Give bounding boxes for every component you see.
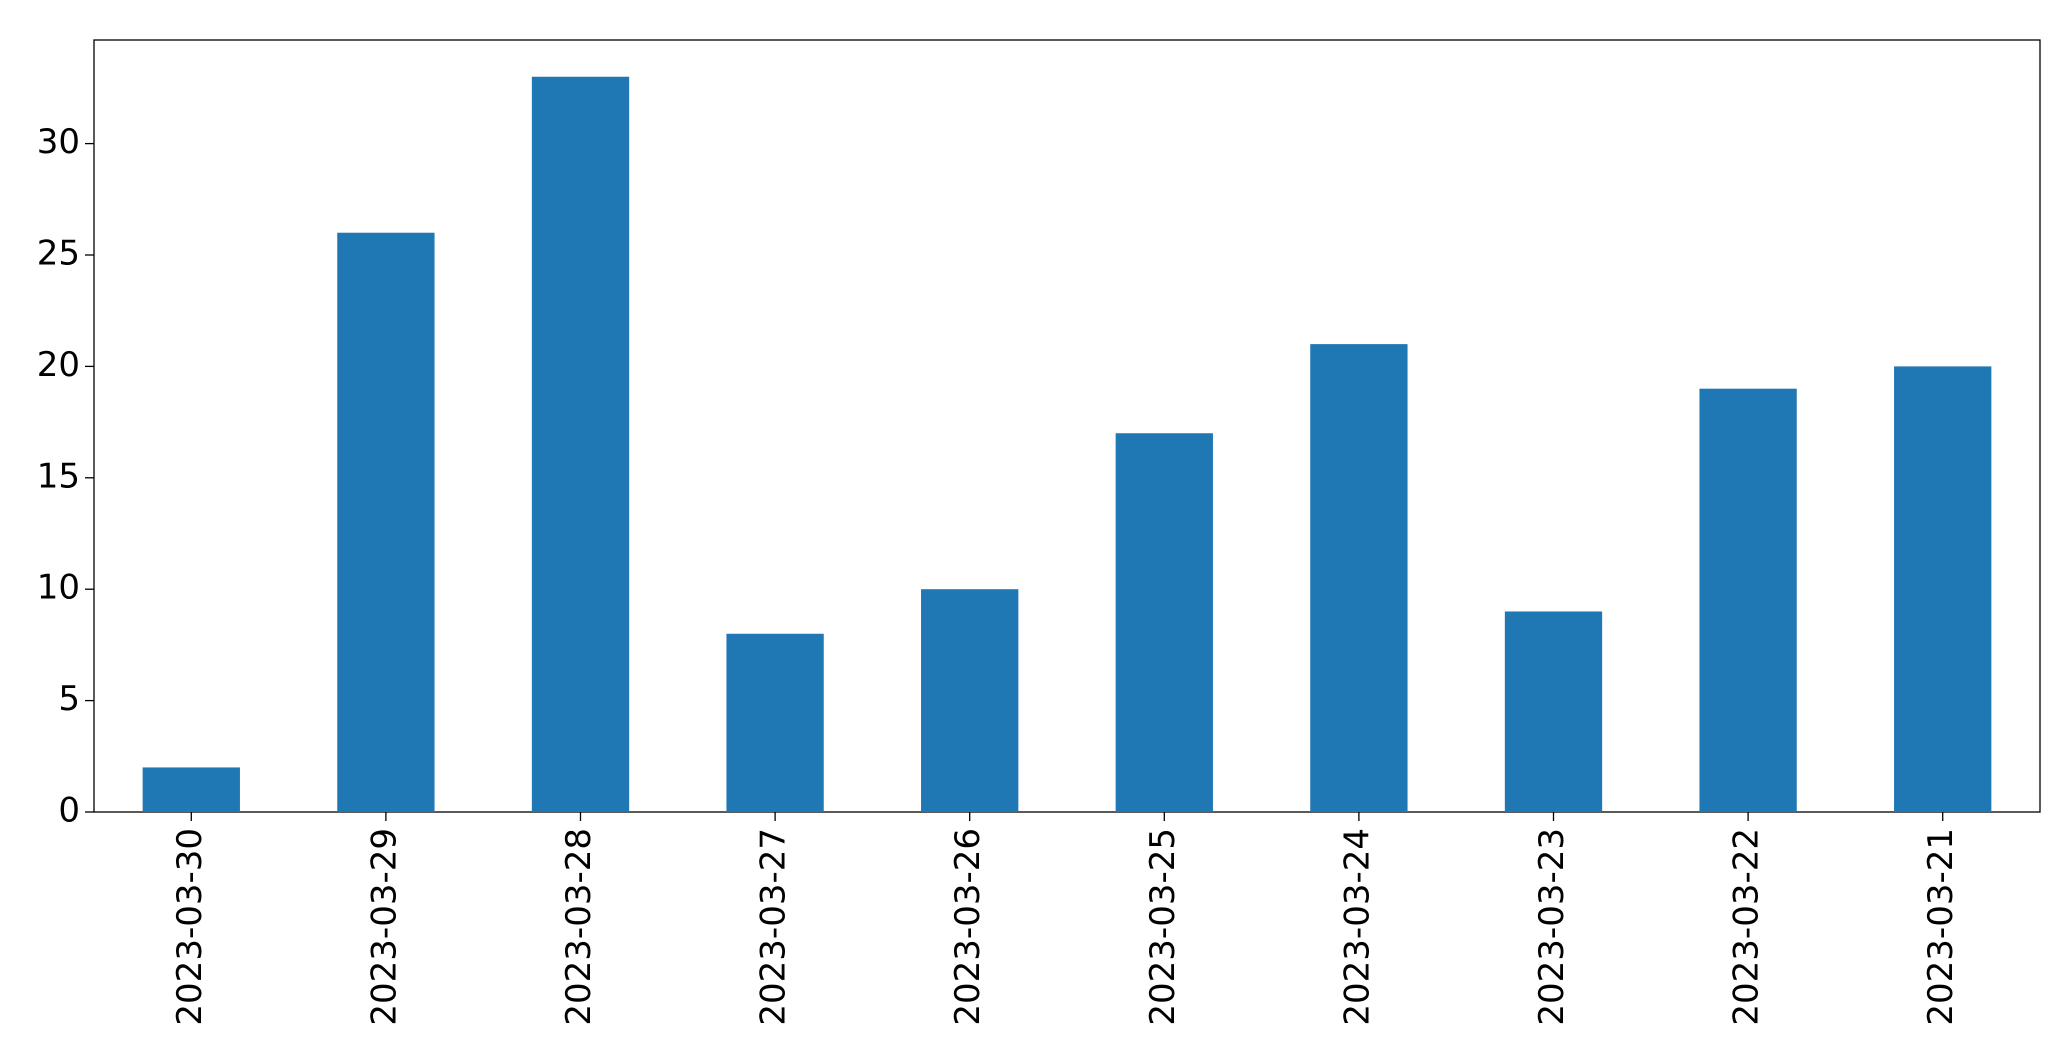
y-tick-label: 10 [37, 568, 80, 608]
plot-frame [93, 39, 2041, 813]
bar [726, 633, 824, 812]
x-tick-label: 2023-03-27 [754, 828, 794, 1026]
bar [1504, 611, 1603, 812]
x-tick-label: 2023-03-26 [948, 828, 988, 1026]
y-tick-label: 30 [37, 122, 80, 162]
x-tick-label: 2023-03-22 [1727, 828, 1767, 1026]
bar [531, 76, 630, 812]
x-tick-label: 2023-03-24 [1337, 828, 1377, 1026]
y-tick-label: 0 [58, 791, 80, 831]
bar [142, 767, 240, 812]
bar [1115, 433, 1213, 812]
y-tick-label: 5 [58, 679, 80, 719]
x-tick-label: 2023-03-25 [1143, 828, 1183, 1026]
bar [1310, 344, 1408, 812]
y-tick-label: 15 [37, 456, 80, 496]
bar [1894, 366, 1992, 812]
y-tick-label: 25 [37, 234, 80, 274]
x-tick-label: 2023-03-21 [1921, 828, 1961, 1026]
x-tick-label: 2023-03-23 [1532, 828, 1572, 1026]
bar [337, 232, 435, 812]
bar [921, 589, 1019, 812]
x-tick-label: 2023-03-28 [559, 828, 599, 1026]
y-tick-label: 20 [37, 345, 80, 385]
x-tick-label: 2023-03-30 [170, 828, 210, 1026]
x-tick-label: 2023-03-29 [364, 828, 404, 1026]
bar [1699, 388, 1797, 812]
